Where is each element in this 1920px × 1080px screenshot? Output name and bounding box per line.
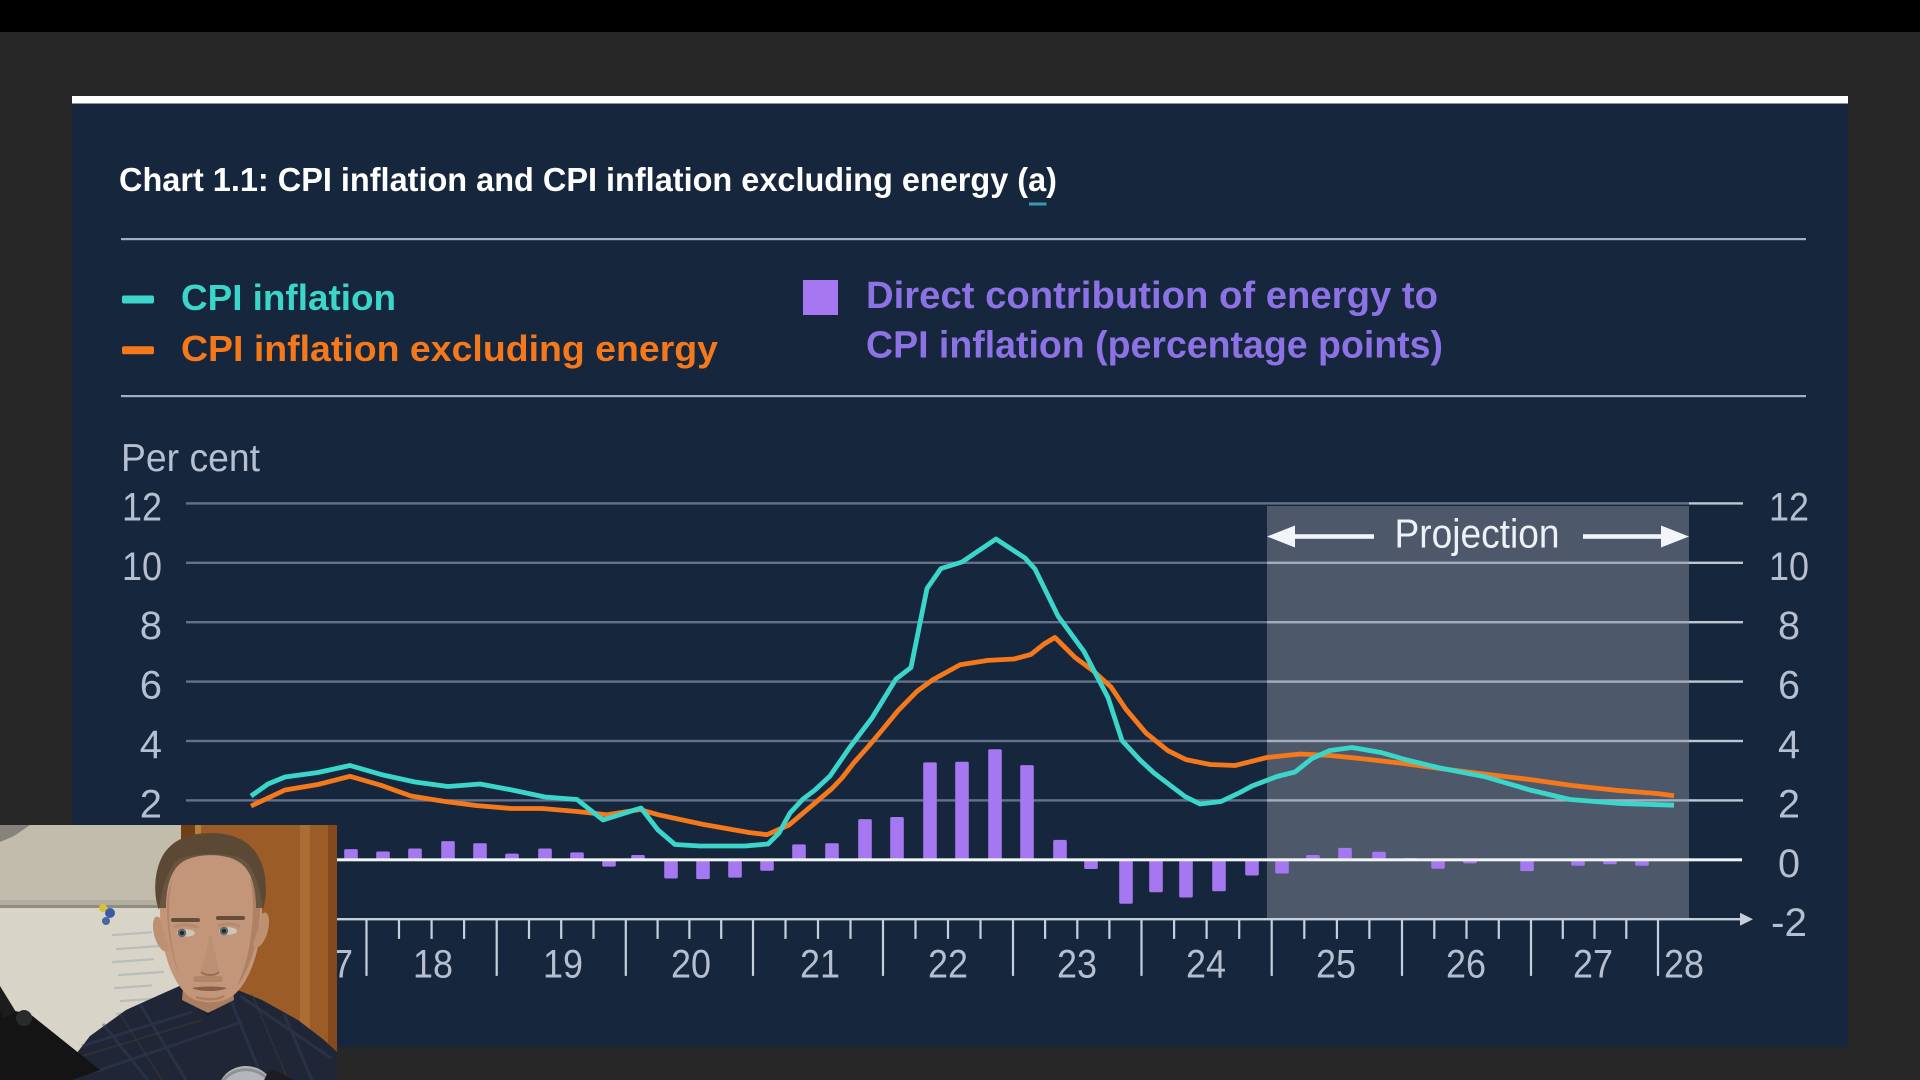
svg-text:Direct contribution of energy: Direct contribution of energy to [866, 275, 1438, 317]
svg-text:2: 2 [1778, 782, 1800, 826]
svg-text:26: 26 [1446, 943, 1486, 987]
svg-text:6: 6 [1778, 664, 1800, 708]
svg-text:Projection: Projection [1395, 510, 1560, 556]
svg-text:25: 25 [1316, 943, 1356, 987]
svg-text:12: 12 [1769, 485, 1809, 529]
svg-text:8: 8 [1778, 604, 1800, 648]
svg-text:20: 20 [671, 943, 711, 987]
svg-text:6: 6 [140, 664, 162, 708]
svg-text:2: 2 [140, 782, 162, 826]
svg-text:-2: -2 [1771, 901, 1807, 945]
svg-text:23: 23 [1057, 943, 1097, 987]
svg-text:Chart 1.1: CPI inflation and C: Chart 1.1: CPI inflation and CPI inflati… [119, 161, 1057, 198]
svg-text:24: 24 [1186, 943, 1226, 987]
svg-text:27: 27 [1573, 943, 1613, 987]
svg-text:21: 21 [800, 943, 840, 987]
svg-text:18: 18 [413, 943, 453, 987]
svg-text:0: 0 [1778, 842, 1800, 886]
svg-text:4: 4 [140, 723, 162, 767]
svg-text:CPI inflation (percentage poin: CPI inflation (percentage points) [866, 325, 1443, 367]
svg-text:CPI inflation: CPI inflation [181, 277, 396, 318]
svg-text:12: 12 [122, 485, 162, 529]
svg-text:Per cent: Per cent [121, 437, 260, 480]
svg-text:CPI inflation excluding energy: CPI inflation excluding energy [181, 328, 718, 369]
svg-text:10: 10 [1769, 545, 1809, 589]
svg-text:8: 8 [140, 604, 162, 648]
svg-text:28: 28 [1664, 943, 1704, 987]
svg-text:22: 22 [928, 943, 968, 987]
svg-text:4: 4 [1778, 723, 1800, 767]
svg-text:10: 10 [122, 545, 162, 589]
svg-text:19: 19 [543, 943, 583, 987]
